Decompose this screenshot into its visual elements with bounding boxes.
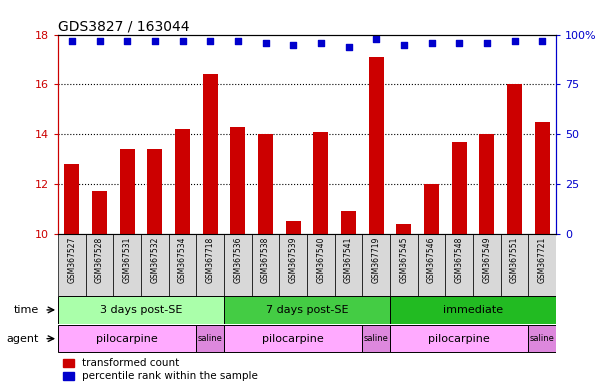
Bar xyxy=(285,221,301,233)
Bar xyxy=(529,233,556,296)
Point xyxy=(371,35,381,41)
Bar xyxy=(224,325,362,353)
Bar xyxy=(86,233,114,296)
Text: GSM367545: GSM367545 xyxy=(400,237,408,283)
Bar xyxy=(307,233,335,296)
Text: GSM367534: GSM367534 xyxy=(178,237,187,283)
Bar xyxy=(252,233,279,296)
Point xyxy=(205,38,215,44)
Point xyxy=(95,38,104,44)
Text: pilocarpine: pilocarpine xyxy=(97,334,158,344)
Text: GSM367531: GSM367531 xyxy=(123,237,132,283)
Text: GSM367532: GSM367532 xyxy=(150,237,159,283)
Bar xyxy=(203,74,218,233)
Bar xyxy=(92,191,107,233)
Bar xyxy=(169,233,196,296)
Text: GSM367541: GSM367541 xyxy=(344,237,353,283)
Bar xyxy=(196,233,224,296)
Point xyxy=(316,40,326,46)
Bar xyxy=(452,142,467,233)
Point xyxy=(343,43,353,50)
Bar xyxy=(147,149,163,233)
Bar xyxy=(473,233,500,296)
Text: pilocarpine: pilocarpine xyxy=(428,334,490,344)
Text: 7 days post-SE: 7 days post-SE xyxy=(266,305,348,315)
Bar xyxy=(500,233,529,296)
Bar xyxy=(397,223,411,233)
Bar xyxy=(58,233,86,296)
Bar xyxy=(114,233,141,296)
Point xyxy=(510,38,519,44)
Text: 3 days post-SE: 3 days post-SE xyxy=(100,305,182,315)
Bar xyxy=(335,233,362,296)
Text: saline: saline xyxy=(530,334,555,343)
Bar xyxy=(224,296,390,324)
Point xyxy=(537,38,547,44)
Text: GSM367548: GSM367548 xyxy=(455,237,464,283)
Bar xyxy=(341,211,356,233)
Bar xyxy=(64,164,79,233)
Point xyxy=(178,38,188,44)
Text: GSM367527: GSM367527 xyxy=(67,237,76,283)
Point xyxy=(482,40,492,46)
Bar xyxy=(58,325,196,353)
Text: pilocarpine: pilocarpine xyxy=(262,334,324,344)
Bar xyxy=(507,84,522,233)
Text: GSM367549: GSM367549 xyxy=(482,237,491,283)
Text: GSM367718: GSM367718 xyxy=(206,237,214,283)
Text: GSM367719: GSM367719 xyxy=(371,237,381,283)
Bar xyxy=(479,134,494,233)
Bar xyxy=(120,149,135,233)
Point xyxy=(150,38,159,44)
Text: GSM367536: GSM367536 xyxy=(233,237,243,283)
Point xyxy=(261,40,271,46)
Bar xyxy=(390,233,418,296)
Bar xyxy=(224,233,252,296)
Bar xyxy=(362,233,390,296)
Bar xyxy=(390,296,556,324)
Text: GSM367528: GSM367528 xyxy=(95,237,104,283)
Text: GSM367538: GSM367538 xyxy=(261,237,270,283)
Bar xyxy=(141,233,169,296)
Point xyxy=(288,41,298,48)
Text: time: time xyxy=(13,305,38,315)
Bar xyxy=(196,325,224,353)
Text: GSM367546: GSM367546 xyxy=(427,237,436,283)
Text: GDS3827 / 163044: GDS3827 / 163044 xyxy=(58,20,189,33)
Text: GSM367540: GSM367540 xyxy=(316,237,326,283)
Text: GSM367539: GSM367539 xyxy=(288,237,298,283)
Text: GSM367551: GSM367551 xyxy=(510,237,519,283)
Bar xyxy=(175,129,190,233)
Bar xyxy=(258,134,273,233)
Bar xyxy=(390,325,529,353)
Text: saline: saline xyxy=(198,334,222,343)
Bar xyxy=(279,233,307,296)
Text: saline: saline xyxy=(364,334,389,343)
Point xyxy=(122,38,132,44)
Legend: transformed count, percentile rank within the sample: transformed count, percentile rank withi… xyxy=(64,358,258,381)
Point xyxy=(233,38,243,44)
Bar xyxy=(535,122,550,233)
Bar xyxy=(529,325,556,353)
Bar xyxy=(445,233,473,296)
Bar xyxy=(58,296,224,324)
Bar xyxy=(313,132,329,233)
Bar xyxy=(230,127,246,233)
Text: agent: agent xyxy=(6,334,38,344)
Point xyxy=(399,41,409,48)
Text: immediate: immediate xyxy=(443,305,503,315)
Bar xyxy=(368,57,384,233)
Bar xyxy=(424,184,439,233)
Point xyxy=(455,40,464,46)
Point xyxy=(426,40,436,46)
Text: GSM367721: GSM367721 xyxy=(538,237,547,283)
Bar xyxy=(418,233,445,296)
Point xyxy=(67,38,77,44)
Bar xyxy=(362,325,390,353)
